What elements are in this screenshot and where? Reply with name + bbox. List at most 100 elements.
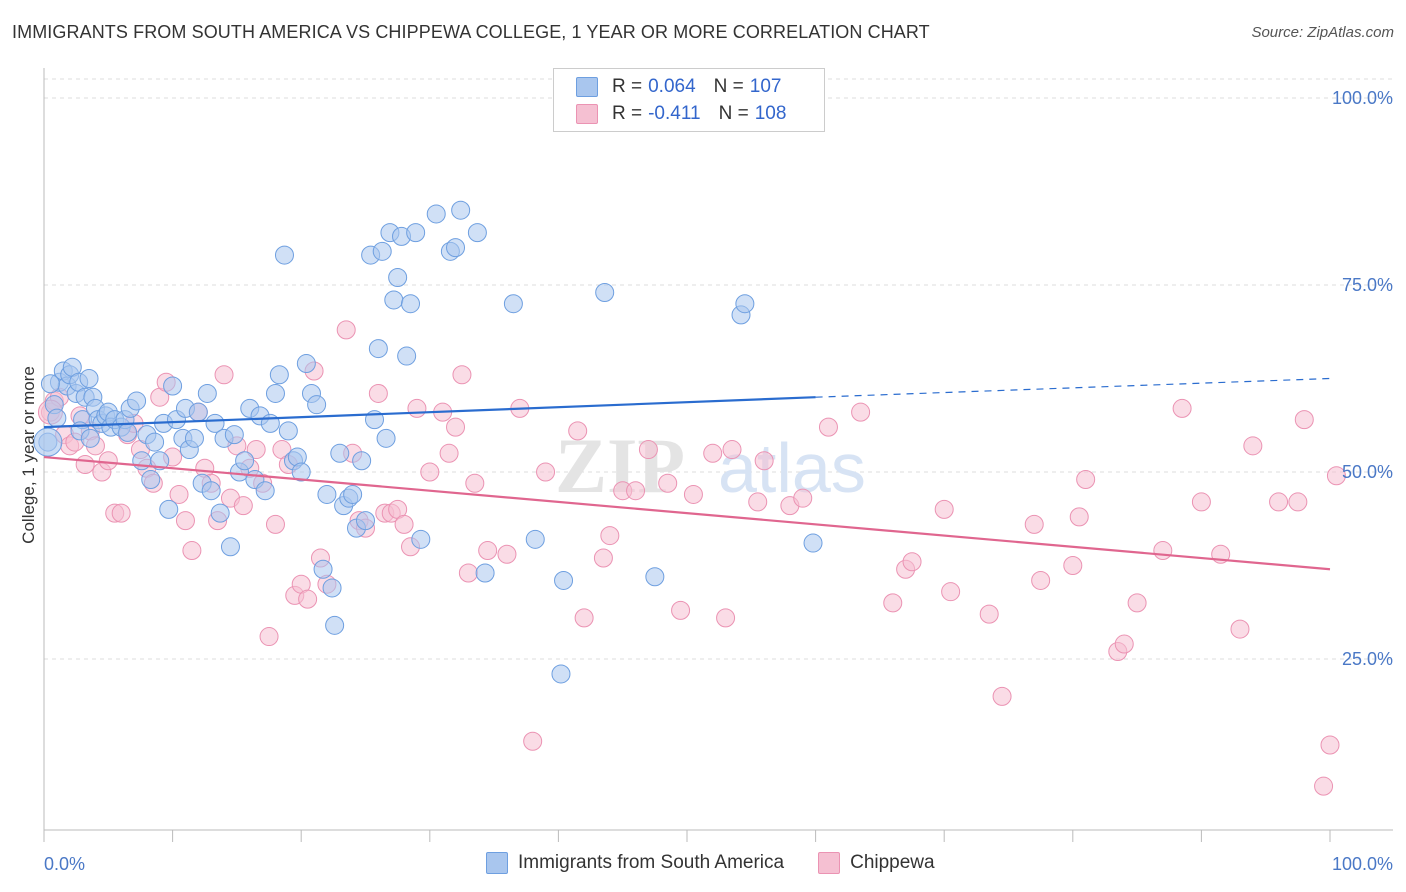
- immigrants-point: [406, 223, 426, 243]
- legend-n-label: N =: [713, 76, 744, 97]
- immigrants-point: [278, 421, 298, 441]
- legend-r-label: R =: [612, 76, 643, 97]
- immigrants-point: [269, 365, 289, 385]
- chippewa-point: [394, 514, 414, 534]
- chippewa-point: [568, 421, 588, 441]
- chippewa-point: [1326, 466, 1346, 486]
- chippewa-point: [233, 496, 253, 516]
- series-legend-item-chippewa: Chippewa: [818, 852, 935, 874]
- immigrants-point: [803, 533, 823, 553]
- chippewa-point: [1063, 556, 1083, 575]
- immigrants-point: [265, 383, 285, 403]
- immigrants-point: [188, 402, 208, 422]
- immigrants-point: [551, 664, 571, 684]
- immigrants-point: [467, 223, 487, 243]
- y-tick-label: 100.0%: [1332, 88, 1393, 108]
- x-tick-labels: 0.0% 100.0%: [44, 854, 1393, 874]
- chippewa-point: [818, 417, 838, 437]
- chippewa-point: [716, 608, 736, 628]
- chippewa-point: [265, 514, 285, 534]
- immigrants-point: [220, 537, 240, 557]
- immigrants-point: [235, 451, 255, 471]
- chippewa-point: [259, 627, 279, 647]
- immigrants-point: [40, 374, 60, 394]
- immigrants-point: [411, 529, 431, 549]
- y-axis-label: College, 1 year or more: [19, 366, 38, 544]
- trend-lines: [43, 377, 1331, 571]
- series-swatch-blue: [486, 852, 508, 874]
- immigrants-point: [446, 238, 466, 258]
- chippewa-point: [536, 462, 556, 482]
- watermark: ZIP atlas: [555, 422, 866, 509]
- grid-layer: [44, 78, 1393, 660]
- chippewa-point: [793, 488, 813, 508]
- immigrants-point: [554, 570, 574, 590]
- y-tick-labels: 25.0% 50.0% 75.0% 100.0%: [1332, 88, 1393, 669]
- chippewa-point: [1069, 507, 1089, 527]
- immigrants-point: [595, 282, 615, 302]
- immigrants-point: [330, 443, 350, 463]
- immigrants-point: [118, 422, 138, 442]
- series-legend-item-immigrants: Immigrants from South America: [486, 852, 784, 874]
- chippewa-point: [574, 608, 594, 628]
- chippewa-trend-line: [43, 455, 1331, 571]
- immigrants-point: [343, 484, 363, 504]
- chippewa-point: [1114, 634, 1134, 654]
- x-tick-label: 100.0%: [1332, 854, 1393, 874]
- immigrants-point: [525, 529, 545, 549]
- chippewa-point: [1294, 410, 1314, 430]
- immigrants-point: [205, 413, 225, 433]
- immigrants-point: [376, 428, 396, 448]
- chippewa-point: [175, 511, 195, 531]
- chippewa-point: [1024, 514, 1044, 534]
- immigrants-point: [645, 567, 665, 587]
- chippewa-point: [1191, 492, 1211, 512]
- immigrants-point: [274, 245, 294, 265]
- legend-r-value: 0.064: [648, 76, 696, 97]
- immigrants-point: [159, 499, 179, 519]
- legend-r-value: -0.411: [648, 103, 701, 124]
- series-label-chippewa: Chippewa: [850, 852, 935, 873]
- chippewa-points: [37, 320, 1346, 796]
- chippewa-point: [1288, 492, 1308, 512]
- immigrants-point: [451, 200, 471, 220]
- immigrants-point: [322, 578, 342, 598]
- chippewa-point: [169, 484, 189, 504]
- y-tick-label: 75.0%: [1342, 275, 1393, 295]
- chippewa-point: [883, 593, 903, 613]
- chippewa-point: [593, 548, 613, 568]
- chippewa-point: [754, 451, 774, 471]
- chippewa-point: [626, 481, 646, 501]
- immigrants-trend-line: [43, 396, 816, 429]
- chippewa-point: [1269, 492, 1289, 512]
- chippewa-point: [214, 365, 234, 385]
- immigrants-point: [255, 481, 275, 501]
- chippewa-point: [992, 686, 1012, 706]
- immigrants-point: [79, 369, 99, 388]
- immigrants-point: [475, 563, 495, 583]
- immigrants-point: [141, 469, 161, 489]
- immigrants-point: [401, 294, 421, 314]
- chippewa-point: [75, 455, 95, 475]
- series-legend: Immigrants from South America Chippewa: [486, 852, 969, 874]
- chippewa-point: [336, 320, 356, 340]
- immigrants-point: [47, 408, 67, 428]
- immigrants-point: [291, 462, 311, 482]
- chippewa-point: [1076, 469, 1096, 489]
- chippewa-point: [703, 443, 723, 463]
- immigrants-trend-extension: [815, 377, 1331, 398]
- chippewa-point: [478, 541, 498, 561]
- immigrants-point: [197, 383, 217, 403]
- watermark-atlas: atlas: [718, 429, 866, 507]
- chippewa-point: [1127, 593, 1147, 613]
- chippewa-point: [98, 451, 118, 471]
- chippewa-point: [979, 604, 999, 624]
- immigrants-point: [735, 294, 755, 314]
- series-swatch-pink: [818, 852, 841, 874]
- chippewa-point: [446, 417, 466, 437]
- chippewa-point: [523, 731, 543, 751]
- immigrants-point: [296, 354, 316, 374]
- chart-source: Source: ZipAtlas.com: [1251, 24, 1394, 41]
- chippewa-point: [407, 398, 427, 418]
